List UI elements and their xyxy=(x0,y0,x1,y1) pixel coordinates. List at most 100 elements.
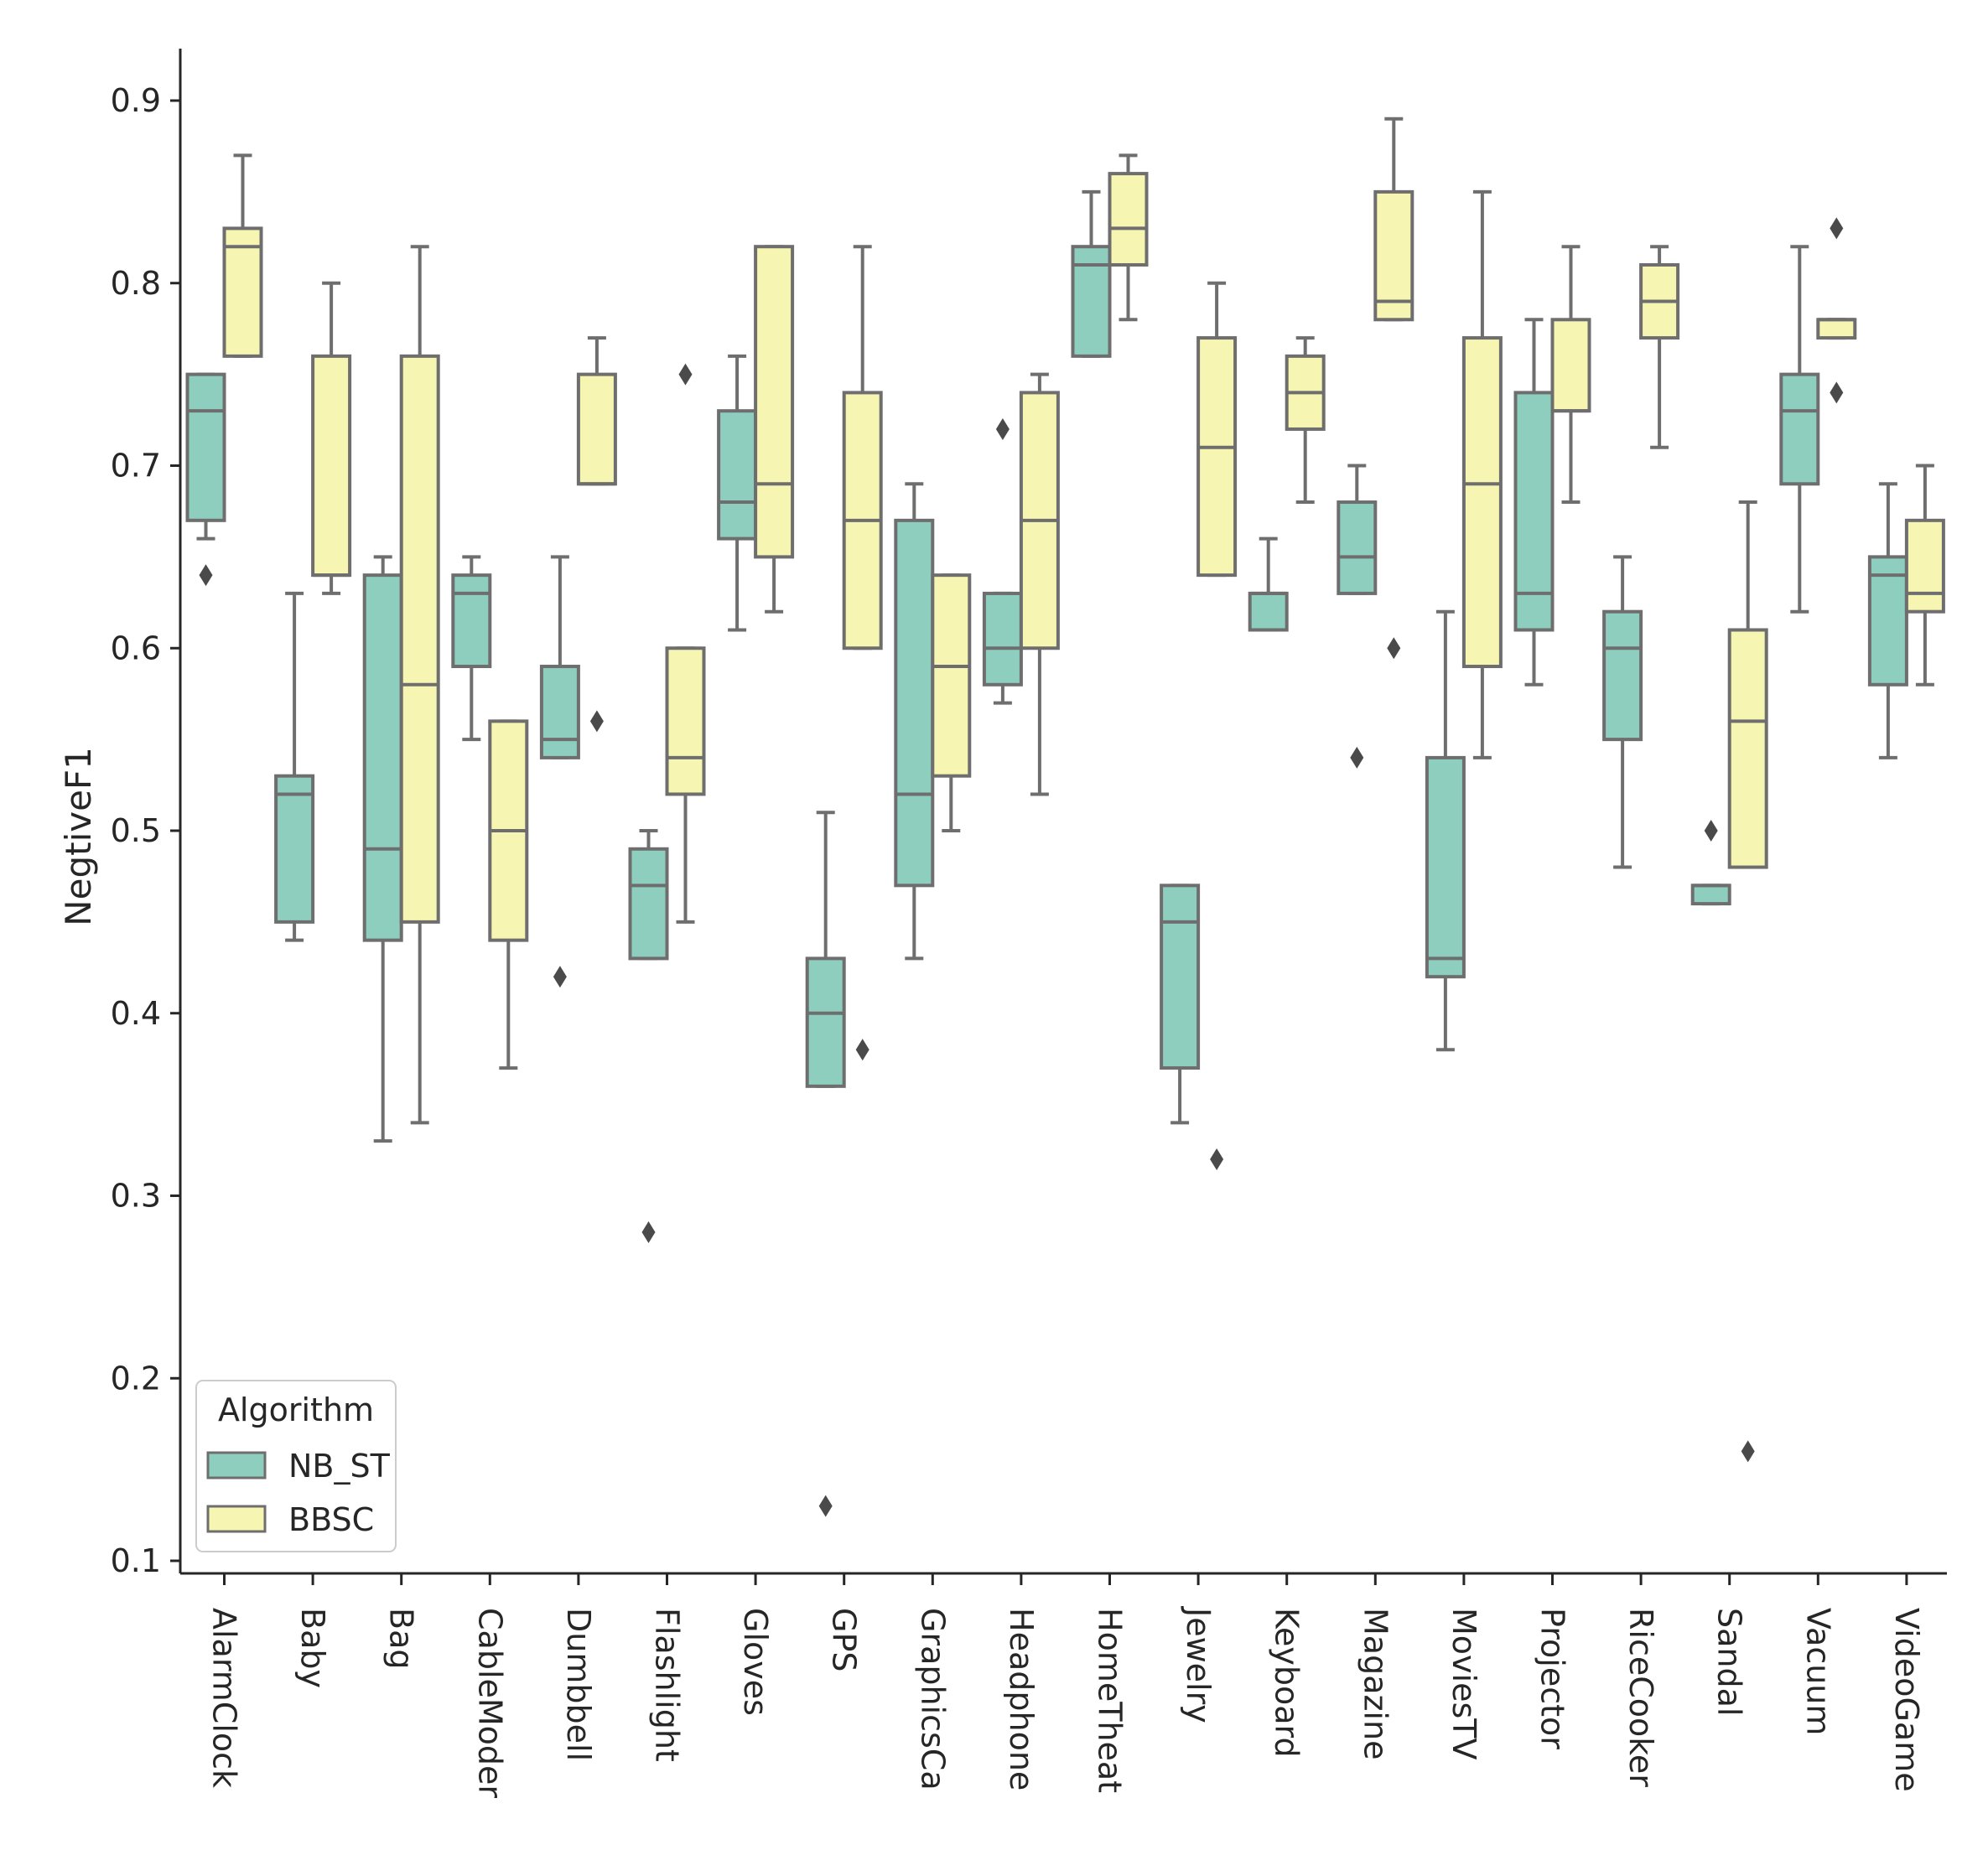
box-nb-st-ricecooker xyxy=(1602,555,1643,869)
outlier-marker xyxy=(1704,820,1718,842)
outlier-marker xyxy=(1830,217,1844,240)
box-nb-st-videogame xyxy=(1867,482,1908,759)
box-iqr xyxy=(1779,372,1820,486)
y-axis-label: NegtiveF1 xyxy=(58,747,99,926)
box-bbsc-vacuum xyxy=(1816,217,1857,404)
box-bbsc-moviestv xyxy=(1461,189,1503,759)
box-bbsc-projector xyxy=(1550,245,1591,505)
box-iqr xyxy=(931,573,972,778)
box-nb-st-flashlight xyxy=(628,829,669,1244)
outlier-marker xyxy=(199,564,213,587)
y-tick-label: 0.4 xyxy=(111,995,161,1032)
x-tick-label: Headphone xyxy=(1003,1608,1040,1790)
y-tick-label: 0.6 xyxy=(111,630,161,666)
box-iqr xyxy=(1602,609,1643,742)
box-iqr xyxy=(754,245,795,559)
x-tick-label: Projector xyxy=(1534,1608,1571,1749)
box-nb-st-vacuum xyxy=(1779,245,1820,614)
box-iqr xyxy=(1513,391,1555,632)
x-tick-label: Dumbbell xyxy=(560,1608,597,1761)
outlier-marker xyxy=(995,417,1010,440)
box-bbsc-hometheat xyxy=(1108,153,1149,322)
outlier-marker xyxy=(818,1495,833,1517)
box-nb-st-dumbbell xyxy=(539,555,580,988)
box-bbsc-gloves xyxy=(754,245,795,614)
box-iqr xyxy=(576,372,617,486)
x-tick-label: HomeTheat xyxy=(1092,1608,1129,1793)
box-iqr xyxy=(274,774,315,924)
outlier-marker xyxy=(678,363,693,386)
box-bbsc-flashlight xyxy=(665,363,706,924)
outlier-marker xyxy=(855,1039,869,1061)
outlier-marker xyxy=(1387,637,1401,660)
box-bbsc-sandal xyxy=(1727,500,1768,1463)
x-tick-label: RiceCooker xyxy=(1622,1608,1659,1787)
box-nb-st-sandal xyxy=(1690,820,1731,906)
box-iqr xyxy=(1071,245,1112,358)
box-iqr xyxy=(539,665,580,759)
box-iqr xyxy=(1690,884,1731,906)
outlier-marker xyxy=(553,966,567,988)
box-bbsc-dumbbell xyxy=(576,336,617,733)
x-tick-label: CableModer xyxy=(471,1608,508,1798)
box-iqr xyxy=(1816,318,1857,340)
box-nb-st-graphicsca xyxy=(894,482,935,961)
box-bbsc-jewelry xyxy=(1196,281,1238,1170)
legend-swatch-bbsc xyxy=(206,1505,267,1533)
x-tick-label: Magazine xyxy=(1357,1608,1394,1759)
y-tick-label: 0.5 xyxy=(111,812,161,849)
box-nb-st-moviestv xyxy=(1425,609,1466,1052)
box-iqr xyxy=(665,646,706,796)
box-iqr xyxy=(1373,189,1414,322)
box-iqr xyxy=(894,518,935,888)
box-iqr xyxy=(1550,318,1591,413)
y-tick-label: 0.3 xyxy=(111,1178,161,1215)
legend-label-nb-st: NB_ST xyxy=(288,1448,391,1485)
legend-label-bbsc: BBSC xyxy=(288,1501,374,1538)
box-nb-st-alarmclock xyxy=(185,372,226,587)
box-iqr xyxy=(805,956,846,1088)
box-iqr xyxy=(1196,336,1238,578)
box-iqr xyxy=(1727,628,1768,869)
outlier-marker xyxy=(589,710,604,733)
box-iqr xyxy=(222,226,263,358)
outlier-marker xyxy=(641,1221,656,1244)
box-nb-st-gps xyxy=(805,811,846,1517)
y-tick-label: 0.8 xyxy=(111,265,161,302)
x-tick-label: GPS xyxy=(826,1608,863,1671)
box-nb-st-projector xyxy=(1513,318,1555,687)
x-tick-label: Baby xyxy=(294,1608,331,1688)
box-bbsc-headphone xyxy=(1019,372,1060,796)
box-nb-st-cablemoder xyxy=(451,555,492,742)
box-bbsc-bag xyxy=(399,245,440,1125)
x-tick-label: Gloves xyxy=(737,1608,774,1716)
boxes xyxy=(185,117,1945,1517)
box-nb-st-magazine xyxy=(1337,464,1378,769)
legend-swatch-nb-st xyxy=(206,1451,267,1479)
box-iqr xyxy=(1337,500,1378,595)
y-tick-label: 0.2 xyxy=(111,1360,161,1397)
box-bbsc-cablemoder xyxy=(488,719,529,1070)
x-tick-label: Bag xyxy=(383,1608,420,1669)
x-tick-label: Sandal xyxy=(1711,1608,1748,1716)
box-iqr xyxy=(1425,755,1466,979)
x-tick-label: Vacuum xyxy=(1799,1608,1836,1735)
box-iqr xyxy=(628,847,669,961)
box-bbsc-alarmclock xyxy=(222,153,263,358)
box-nb-st-baby xyxy=(274,591,315,942)
legend-title: Algorithm xyxy=(218,1391,374,1428)
axes xyxy=(179,49,1947,1575)
outlier-marker xyxy=(1830,381,1844,404)
box-iqr xyxy=(399,354,440,924)
x-tick-label: AlarmClock xyxy=(206,1608,243,1788)
box-nb-st-headphone xyxy=(982,417,1023,705)
box-iqr xyxy=(451,573,492,669)
box-bbsc-gps xyxy=(842,245,883,1061)
box-nb-st-jewelry xyxy=(1160,884,1201,1125)
box-bbsc-keyboard xyxy=(1285,336,1326,505)
x-tick-label: Keyboard xyxy=(1269,1608,1305,1758)
y-tick-label: 0.1 xyxy=(111,1542,161,1579)
box-iqr xyxy=(717,409,758,541)
box-bbsc-magazine xyxy=(1373,117,1414,660)
